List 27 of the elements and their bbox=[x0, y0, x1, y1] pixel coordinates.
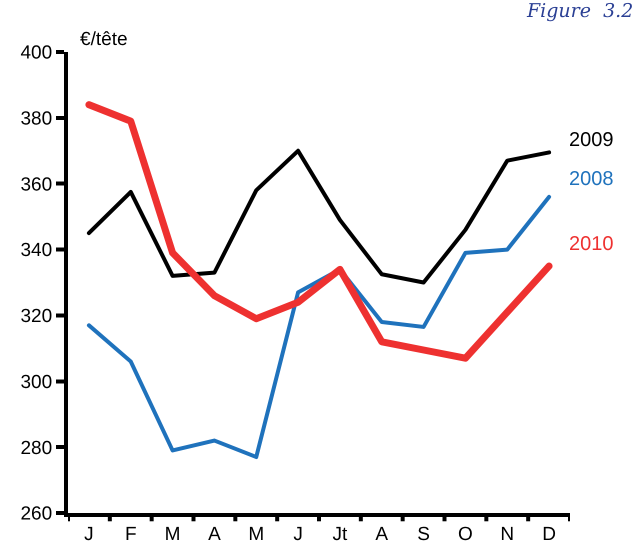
x-tick-label: D bbox=[542, 524, 556, 545]
y-tick-label: 380 bbox=[20, 108, 52, 130]
y-tick-label: 300 bbox=[20, 372, 52, 393]
y-tick-label: 320 bbox=[20, 306, 52, 328]
series-label: 2009 bbox=[569, 129, 614, 151]
y-tick-label: 260 bbox=[20, 504, 52, 525]
x-tick-label: J bbox=[293, 524, 303, 545]
chart-title: Figure 3.2 bbox=[526, 0, 634, 22]
x-tick-label: M bbox=[248, 524, 264, 545]
line-series bbox=[86, 194, 552, 460]
y-axis-title: €/tête bbox=[80, 29, 128, 50]
x-tick-label: A bbox=[208, 524, 222, 545]
x-tick-label: A bbox=[375, 524, 388, 545]
x-tick-label: O bbox=[458, 524, 473, 545]
x-tick-label: J bbox=[84, 524, 94, 545]
x-tick-label: Jt bbox=[332, 524, 348, 545]
y-tick-label: 360 bbox=[20, 174, 52, 196]
y-tick-label: 340 bbox=[20, 240, 52, 262]
series-label: 2010 bbox=[569, 233, 614, 255]
series-label: 2008 bbox=[569, 168, 614, 190]
y-tick-label: 280 bbox=[20, 438, 52, 459]
line-series bbox=[86, 148, 552, 284]
x-tick-label: N bbox=[500, 524, 514, 545]
x-tick-label: S bbox=[417, 524, 430, 545]
x-tick-label: M bbox=[164, 524, 180, 545]
y-tick-label: 400 bbox=[20, 42, 52, 64]
x-tick-label: F bbox=[124, 524, 137, 545]
